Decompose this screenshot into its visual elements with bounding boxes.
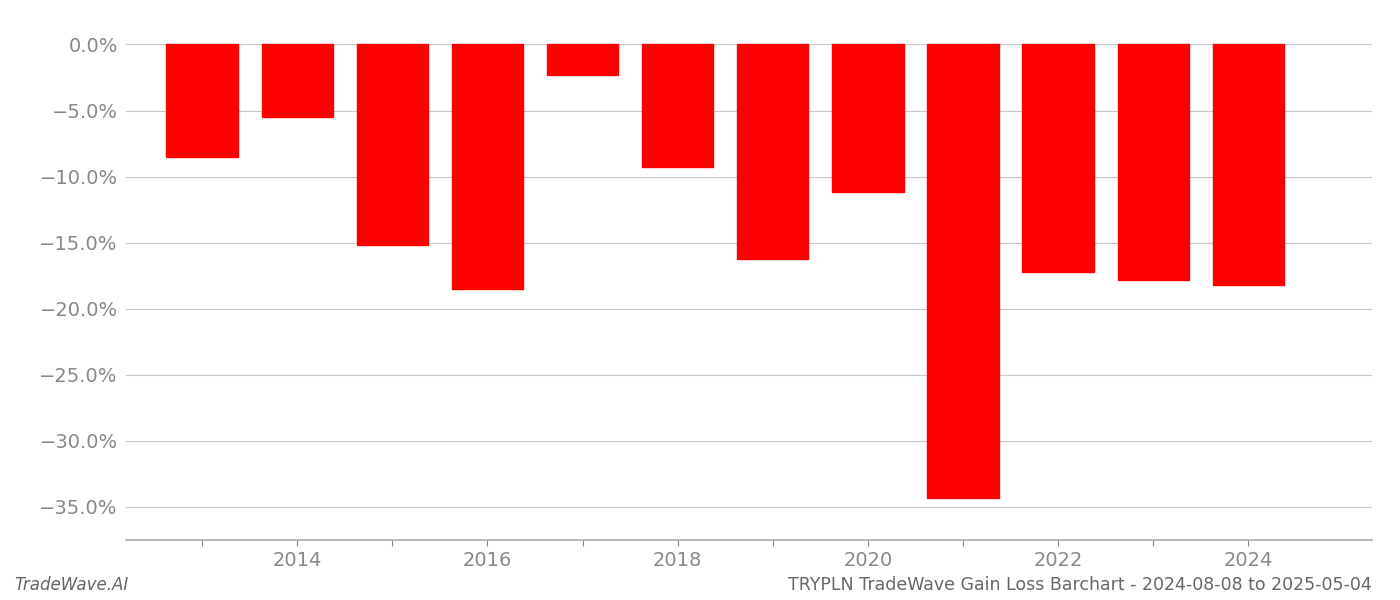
Text: TradeWave.AI: TradeWave.AI <box>14 576 129 594</box>
Bar <box>1022 44 1093 272</box>
Bar <box>927 44 998 498</box>
Bar <box>452 44 524 289</box>
Bar <box>738 44 808 259</box>
Bar <box>262 44 333 117</box>
Bar <box>357 44 428 245</box>
Bar <box>167 44 238 157</box>
Text: TRYPLN TradeWave Gain Loss Barchart - 2024-08-08 to 2025-05-04: TRYPLN TradeWave Gain Loss Barchart - 20… <box>788 576 1372 594</box>
Bar <box>1117 44 1189 280</box>
Bar <box>1212 44 1284 285</box>
Bar <box>643 44 714 167</box>
Bar <box>832 44 903 193</box>
Bar <box>547 44 619 75</box>
